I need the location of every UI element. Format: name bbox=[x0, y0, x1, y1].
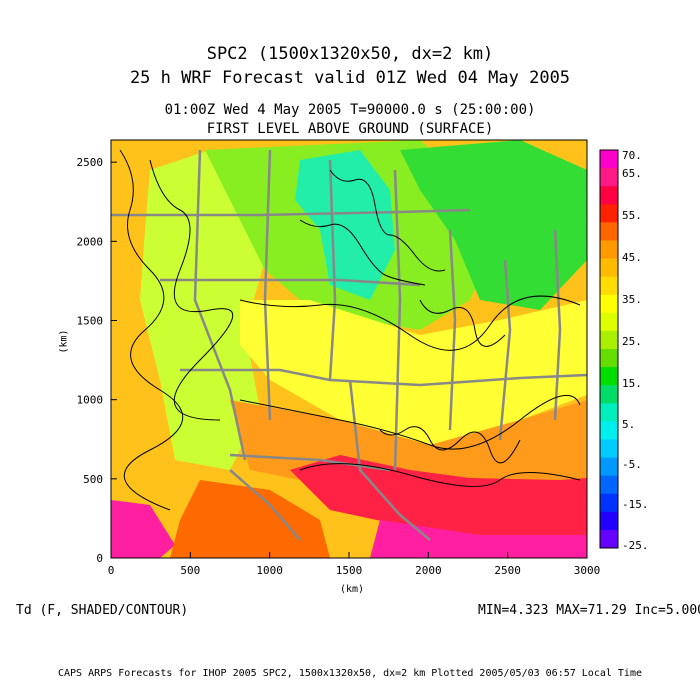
colorbar-swatch bbox=[600, 511, 618, 531]
colorbar-label: 5. bbox=[622, 418, 635, 431]
y-tick-label: 0 bbox=[96, 552, 103, 565]
colorbar-swatch bbox=[600, 439, 618, 459]
y-tick-label: 500 bbox=[83, 473, 103, 486]
colorbar-swatch bbox=[600, 403, 618, 422]
colorbar-swatch bbox=[600, 168, 618, 187]
colorbar-swatch bbox=[600, 385, 618, 404]
dewpoint-shaded-map bbox=[111, 140, 587, 558]
footer-label: CAPS ARPS Forecasts for IHOP 2005 SPC2, … bbox=[58, 668, 642, 679]
valid-time-label: 01:00Z Wed 4 May 2005 T=90000.0 s (25:00… bbox=[164, 102, 536, 118]
colorbar-label: -5. bbox=[622, 458, 642, 471]
central-yellow-band bbox=[240, 300, 587, 445]
y-tick-label: 1000 bbox=[77, 394, 104, 407]
colorbar-swatch bbox=[600, 421, 618, 440]
colorbar-swatch bbox=[600, 457, 618, 477]
colorbar-label: 15. bbox=[622, 377, 642, 390]
y-tick-label: 2000 bbox=[77, 235, 104, 248]
colorbar: 70. 65. 55. 45. 35. 25. 15. 5. -5. -15. -25. bbox=[599, 149, 649, 552]
gulf-magenta-region bbox=[370, 520, 587, 558]
x-tick-label: 1500 bbox=[336, 564, 363, 577]
western-mountain-region bbox=[140, 150, 265, 470]
colorbar-swatch bbox=[600, 294, 618, 314]
y-tick-label: 1500 bbox=[77, 315, 104, 328]
chart-title: SPC2 (1500x1320x50, dx=2 km) bbox=[206, 44, 494, 64]
colorbar-swatch bbox=[600, 276, 618, 296]
y-axis: 0 500 1000 1500 2000 2500 bbox=[77, 156, 117, 565]
colorbar-label: 35. bbox=[622, 293, 642, 306]
colorbar-swatch bbox=[600, 475, 618, 495]
x-axis: 0 500 1000 1500 2000 2500 3000 bbox=[108, 552, 601, 577]
level-label: FIRST LEVEL ABOVE GROUND (SURFACE) bbox=[206, 121, 494, 137]
field-label: Td (F, SHADED/CONTOUR) bbox=[16, 603, 189, 618]
colorbar-swatch bbox=[600, 349, 618, 368]
state-borders bbox=[111, 149, 587, 541]
mexico-orange-region bbox=[170, 480, 330, 558]
dewpoint-contours bbox=[119, 149, 581, 511]
great-lakes-green-region bbox=[400, 140, 587, 310]
colorbar-label: 45. bbox=[622, 251, 642, 264]
x-tick-label: 500 bbox=[180, 564, 200, 577]
colorbar-swatch bbox=[600, 240, 618, 260]
x-tick-label: 2500 bbox=[494, 564, 521, 577]
colorbar-swatch bbox=[600, 312, 618, 332]
chart-subtitle: 25 h WRF Forecast valid 01Z Wed 04 May 2… bbox=[129, 68, 571, 88]
y-tick-label: 2500 bbox=[77, 156, 104, 169]
x-axis-unit: (km) bbox=[340, 584, 365, 595]
pacific-magenta-region bbox=[111, 500, 175, 558]
colorbar-swatch bbox=[600, 493, 618, 513]
x-tick-label: 1000 bbox=[256, 564, 283, 577]
colorbar-swatch bbox=[600, 529, 618, 549]
colorbar-swatch bbox=[600, 186, 618, 205]
colorbar-label: 70. bbox=[622, 149, 642, 162]
colorbar-swatch bbox=[600, 367, 618, 386]
x-tick-label: 3000 bbox=[574, 564, 601, 577]
colorbar-swatch bbox=[600, 150, 618, 169]
y-axis-unit: (km) bbox=[58, 329, 70, 354]
stats-label: MIN=4.323 MAX=71.29 Inc=5.000 bbox=[478, 603, 700, 618]
colorbar-label: 25. bbox=[622, 335, 642, 348]
colorbar-label: 65. bbox=[622, 167, 642, 180]
colorbar-swatch bbox=[600, 204, 618, 223]
x-tick-label: 0 bbox=[108, 564, 115, 577]
colorbar-label: -15. bbox=[622, 498, 649, 511]
colorbar-swatch bbox=[600, 222, 618, 241]
colorbar-label: 55. bbox=[622, 209, 642, 222]
colorbar-label: -25. bbox=[622, 539, 649, 552]
colorbar-swatch bbox=[600, 330, 618, 350]
colorbar-swatch bbox=[600, 258, 618, 278]
colorbar-frame bbox=[599, 149, 619, 549]
x-tick-label: 2000 bbox=[415, 564, 442, 577]
